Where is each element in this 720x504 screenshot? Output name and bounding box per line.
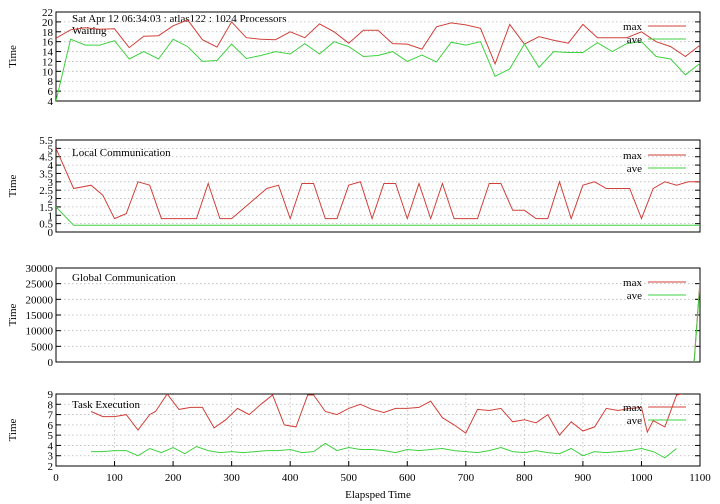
x-tick-label: 1100 bbox=[689, 472, 711, 484]
y-tick-label: 3 bbox=[48, 177, 54, 189]
y-axis-label: Time bbox=[7, 174, 19, 197]
y-tick-label: 20 bbox=[42, 17, 54, 29]
panel-2: 0 5000 10000 15000 20000 25000 30000 Time Global… bbox=[7, 263, 701, 369]
y-tick-label: 8 bbox=[48, 76, 54, 88]
x-tick-label: 300 bbox=[223, 472, 240, 484]
y-tick-label: 14 bbox=[42, 47, 54, 59]
y-tick-label: 5.5 bbox=[39, 135, 53, 147]
x-tick-label: 600 bbox=[399, 472, 416, 484]
y-tick-label: 5 bbox=[48, 143, 54, 155]
y-tick-label: 1 bbox=[48, 210, 54, 222]
y-tick-label: 4 bbox=[48, 440, 54, 452]
series-line-max bbox=[90, 394, 683, 436]
panel-1: 00.511.522.533.544.555.5 Time Local Commun… bbox=[7, 135, 701, 239]
series-line-ave bbox=[56, 38, 700, 101]
y-axis-label: Time bbox=[7, 418, 19, 441]
y-tick-label: 4.5 bbox=[39, 152, 53, 164]
plot-frame bbox=[55, 11, 701, 102]
legend-label-ave: ave bbox=[627, 415, 642, 427]
legend-label-max: max bbox=[623, 277, 642, 289]
legend-label-max: max bbox=[623, 21, 642, 33]
legend-label-max: max bbox=[623, 402, 642, 414]
legend-label-ave: ave bbox=[627, 34, 642, 46]
x-tick-label: 900 bbox=[575, 472, 592, 484]
panel-title: Task Execution bbox=[72, 399, 140, 411]
x-tick-label: 400 bbox=[282, 472, 299, 484]
y-tick-label: 3 bbox=[48, 451, 54, 463]
y-tick-label: 5 bbox=[48, 430, 54, 442]
y-tick-label: 16 bbox=[42, 37, 54, 49]
x-tick-label: 800 bbox=[516, 472, 533, 484]
y-tick-label: 5000 bbox=[31, 341, 54, 353]
y-tick-label: 2 bbox=[48, 461, 54, 473]
y-tick-label: 4 bbox=[48, 96, 54, 108]
y-tick-label: 10 bbox=[42, 66, 54, 78]
y-tick-label: 30000 bbox=[26, 263, 54, 275]
plot-frame bbox=[55, 393, 701, 467]
legend-label-ave: ave bbox=[627, 290, 642, 302]
y-tick-label: 15000 bbox=[26, 310, 54, 322]
series-line-max bbox=[56, 148, 700, 221]
y-tick-label: 4 bbox=[48, 160, 54, 172]
x-tick-label: 700 bbox=[458, 472, 475, 484]
plot-frame bbox=[55, 267, 701, 363]
y-tick-label: 7 bbox=[48, 410, 54, 422]
y-tick-label: 0.5 bbox=[39, 219, 53, 231]
x-tick-label: 200 bbox=[165, 472, 182, 484]
panel-title: Local Communication bbox=[72, 147, 171, 159]
y-tick-label: 22 bbox=[42, 7, 53, 19]
series-line-ave bbox=[56, 206, 700, 226]
x-tick-label: 0 bbox=[53, 472, 59, 484]
panel-title: Global Communication bbox=[72, 272, 176, 284]
y-tick-label: 9 bbox=[48, 389, 54, 401]
y-tick-label: 3.5 bbox=[39, 168, 53, 180]
y-tick-label: 1.5 bbox=[39, 202, 53, 214]
y-tick-label: 20000 bbox=[26, 294, 54, 306]
y-axis-label: Time bbox=[7, 303, 19, 326]
x-tick-label: 1000 bbox=[630, 472, 653, 484]
y-axis-label: Time bbox=[7, 45, 19, 68]
x-tick-label: 500 bbox=[340, 472, 357, 484]
y-tick-label: 18 bbox=[42, 27, 54, 39]
x-tick-label: 100 bbox=[106, 472, 123, 484]
y-tick-label: 0 bbox=[48, 357, 54, 369]
legend-label-max: max bbox=[623, 150, 642, 162]
panel-title: Waiting bbox=[72, 25, 107, 37]
y-tick-label: 10000 bbox=[26, 326, 54, 338]
y-tick-label: 8 bbox=[48, 399, 54, 411]
y-tick-label: 12 bbox=[42, 56, 53, 68]
plot-frame bbox=[55, 139, 701, 233]
y-tick-label: 25000 bbox=[26, 279, 54, 291]
y-tick-label: 6 bbox=[48, 86, 54, 98]
series-line-ave bbox=[693, 283, 700, 362]
series-line-max bbox=[56, 19, 700, 66]
series-line-ave bbox=[91, 442, 677, 459]
legend-label-ave: ave bbox=[627, 163, 642, 175]
y-tick-label: 0 bbox=[48, 227, 54, 239]
y-tick-label: 2 bbox=[48, 194, 54, 206]
y-tick-label: 6 bbox=[48, 420, 54, 432]
y-tick-label: 2.5 bbox=[39, 185, 53, 197]
x-axis-label: Elapsped Time bbox=[345, 489, 411, 501]
